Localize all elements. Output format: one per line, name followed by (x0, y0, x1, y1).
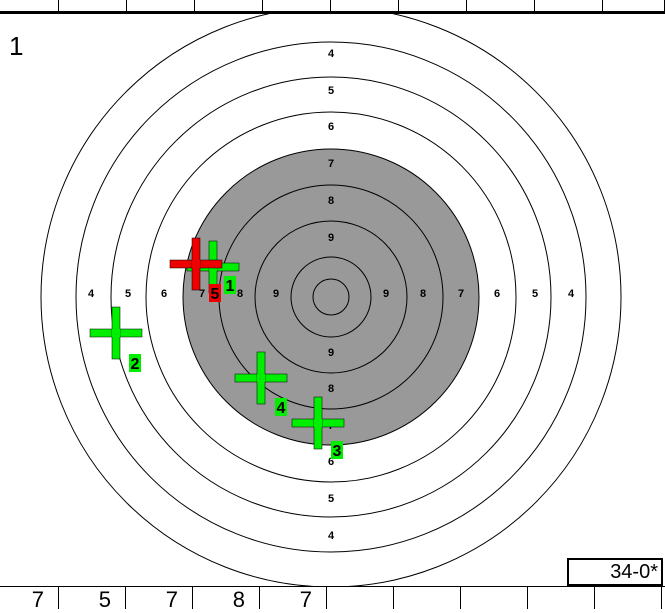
ring-label-right: 6 (494, 288, 500, 300)
shot-number-badge (275, 398, 287, 416)
shot-score-cell (461, 587, 528, 609)
shot-score-cell: 7 (260, 587, 327, 612)
total-score-box: 34-0* (567, 558, 663, 586)
ring-label-left: 9 (273, 288, 279, 300)
shot-score-cell (528, 587, 595, 609)
ring-label-top: 5 (328, 85, 334, 97)
shot-number-label: 4 (277, 400, 286, 417)
ring-label-right: 4 (568, 288, 575, 300)
shot-marker-2[interactable]: 2 (89, 306, 143, 373)
top-strip-cell (466, 0, 535, 11)
ring-label-top: 7 (328, 158, 334, 170)
shot-number-badge (129, 354, 141, 372)
ring-2 (40, 14, 622, 586)
ring-label-right: 8 (420, 288, 426, 300)
ring-label-top: 4 (328, 48, 335, 60)
shot-number-badge (224, 276, 236, 294)
top-strip-cell (534, 0, 603, 11)
shot-score-cell: 8 (193, 587, 260, 612)
ring-label-bottom: 4 (328, 530, 335, 542)
shot-score-cell (394, 587, 461, 609)
shot-number-label: 5 (211, 286, 220, 303)
ring-label-right: 9 (383, 288, 389, 300)
ring-label-top: 8 (328, 195, 334, 207)
ring-label-bottom: 5 (328, 493, 334, 505)
shot-marker-4[interactable]: 4 (234, 351, 288, 417)
ring-label-left: 7 (199, 288, 205, 300)
top-strip-bar (0, 11, 665, 14)
top-strip-cell (126, 0, 195, 11)
ring-label-left: 8 (237, 288, 243, 300)
shot-score-cell: 7 (0, 587, 59, 612)
shot-score-cell (595, 587, 662, 609)
target-number: 1 (9, 31, 24, 61)
shot-number-label: 2 (131, 356, 140, 373)
shot-marker-3[interactable]: 3 (291, 396, 345, 460)
top-strip-cell (0, 0, 59, 11)
ring-label-top: 9 (328, 232, 334, 244)
top-strip-cell (602, 0, 665, 11)
ring-label-bottom: 9 (328, 347, 334, 359)
shot-number-label: 1 (226, 278, 235, 295)
top-strip-cell (194, 0, 263, 11)
ring-label-left: 5 (125, 288, 131, 300)
ring-4 (110, 76, 552, 518)
shot-number-badge (331, 441, 343, 459)
shot-score-cell: 7 (126, 587, 193, 612)
ring-label-left: 6 (161, 288, 167, 300)
top-strip-cell (262, 0, 331, 11)
ring-label-right: 5 (532, 288, 538, 300)
ring-10 (312, 278, 350, 316)
shot-score-cell: 5 (59, 587, 126, 612)
shot-number-label: 3 (333, 443, 342, 460)
ring-3 (75, 41, 587, 553)
shot-number-badge (209, 284, 221, 302)
ring-5 (145, 111, 517, 483)
shot-score-cell (327, 587, 394, 609)
ring-label-left: 4 (88, 288, 95, 300)
shot-marker-5[interactable]: 5 (169, 237, 223, 303)
ring-label-top: 6 (328, 121, 334, 133)
top-strip-cell (398, 0, 467, 11)
top-score-strip (0, 0, 665, 14)
ring-label-bottom: 6 (328, 456, 334, 468)
ring-8 (254, 220, 408, 374)
black-zone-ring-6 (182, 148, 480, 446)
ring-9 (290, 256, 372, 338)
ring-label-bottom: 8 (328, 383, 334, 395)
ring-label-right: 7 (458, 288, 464, 300)
top-strip-cell (58, 0, 127, 11)
top-strip-cell (330, 0, 399, 11)
